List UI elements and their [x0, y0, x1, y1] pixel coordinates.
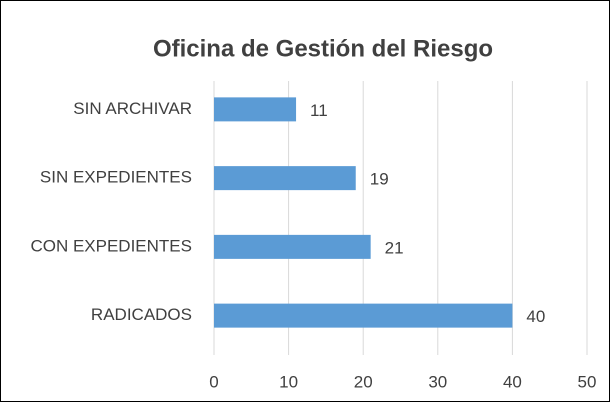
y-tick-label: CON EXPEDIENTES — [30, 236, 192, 255]
x-tick-label: 10 — [279, 372, 298, 391]
x-tick-label: 40 — [503, 372, 522, 391]
x-tick-label: 0 — [209, 372, 218, 391]
data-label: 11 — [310, 101, 328, 120]
x-tick-label: 20 — [354, 372, 373, 391]
y-tick-label: SIN EXPEDIENTES — [40, 168, 192, 187]
bar — [214, 303, 513, 328]
y-tick-label: SIN ARCHIVAR — [73, 99, 192, 118]
x-tick-label: 50 — [578, 372, 597, 391]
bar — [214, 97, 297, 122]
y-tick-label: RADICADOS — [91, 305, 192, 324]
bar — [214, 234, 371, 259]
data-label: 21 — [385, 238, 404, 257]
chart-title: Oficina de Gestión del Riesgo — [153, 35, 493, 62]
data-label: 40 — [526, 307, 545, 326]
x-tick-label: 30 — [428, 372, 447, 391]
bar — [214, 166, 356, 191]
data-label: 19 — [370, 170, 389, 189]
